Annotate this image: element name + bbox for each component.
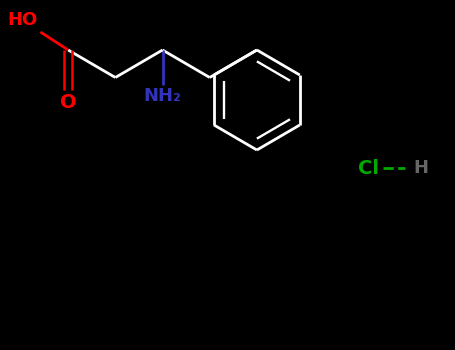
Text: H: H (414, 159, 429, 177)
Text: NH₂: NH₂ (144, 87, 182, 105)
Text: HO: HO (7, 11, 37, 29)
Text: O: O (60, 93, 76, 112)
Text: Cl: Cl (359, 159, 379, 177)
